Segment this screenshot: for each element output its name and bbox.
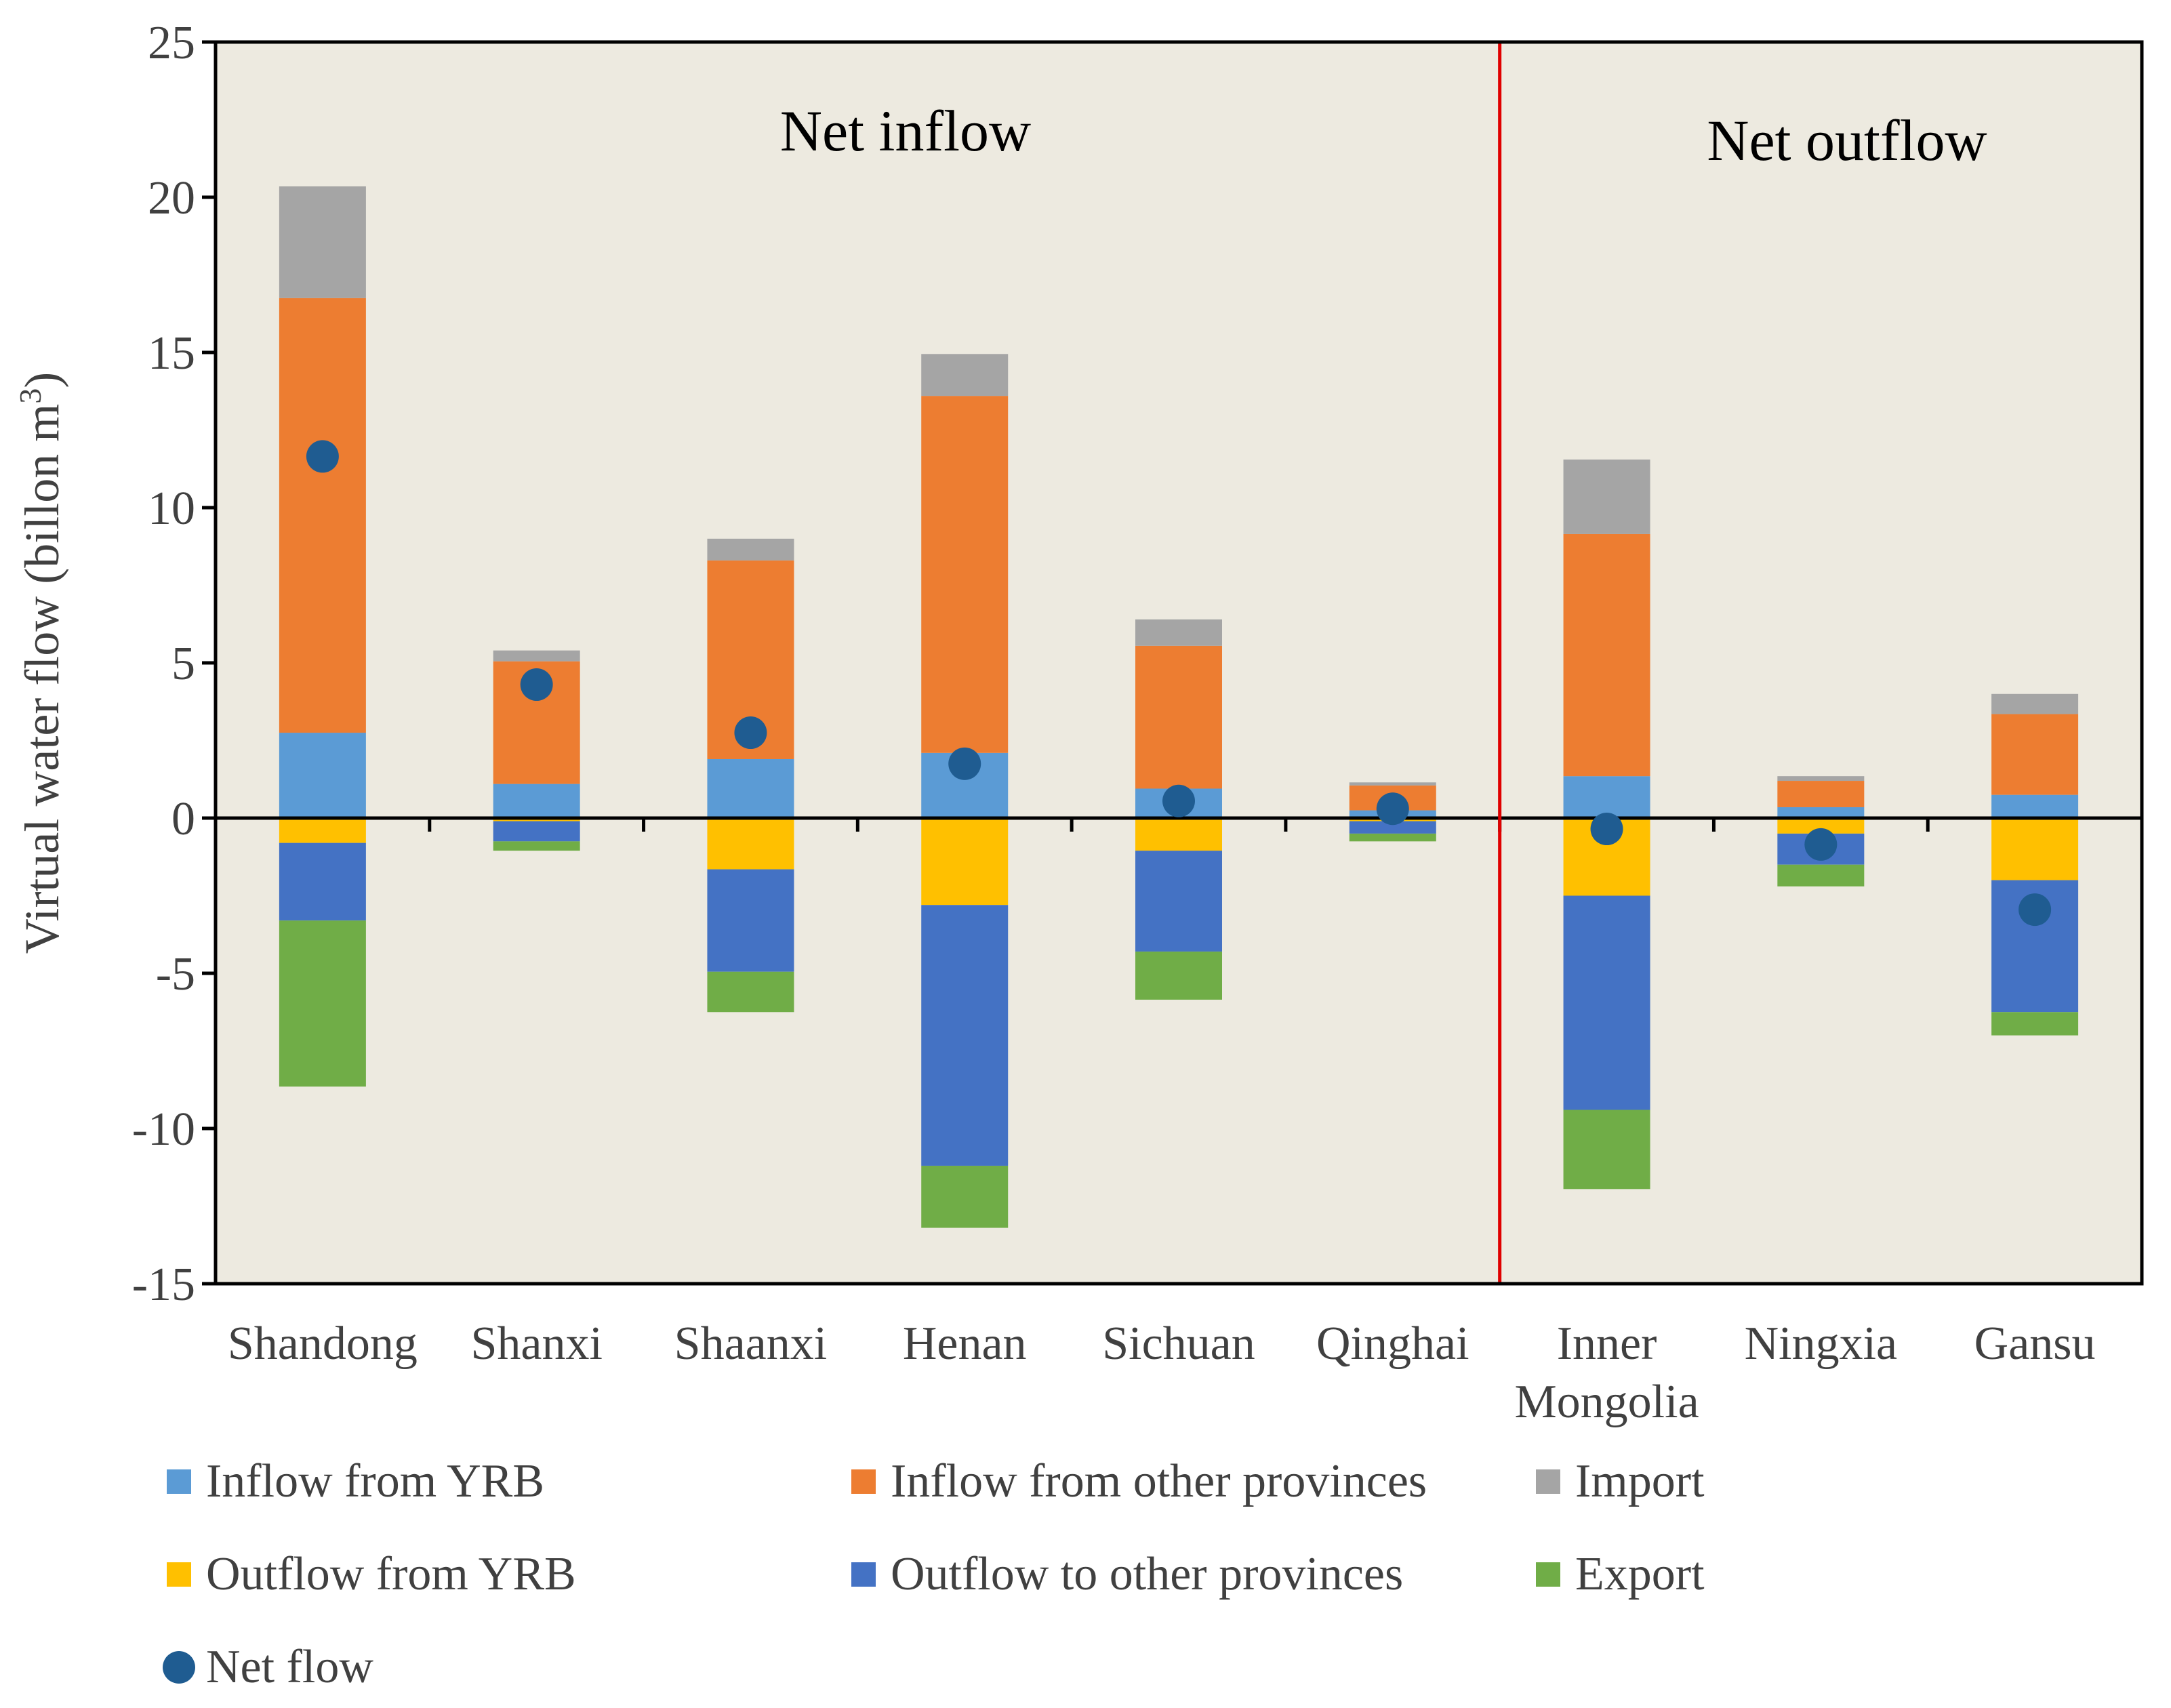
bar-import-inner-mongolia: [1563, 460, 1650, 534]
bar-import-gansu: [1991, 693, 2079, 714]
net-flow-point-henan: [948, 747, 981, 780]
y-axis-ticks: -15 -10 -5 0 5 10 15 20 25: [132, 17, 216, 1311]
y-axis-title: Virtual water flow (billon m3): [13, 372, 69, 954]
legend-label-inflow-yrb: Inflow from YRB: [206, 1455, 544, 1507]
legend-swatch-inflow-other: [851, 1469, 876, 1494]
y-tick-label: 5: [171, 638, 195, 690]
bar-outflow-other-henan: [921, 905, 1009, 1166]
bar-import-sichuan: [1135, 619, 1222, 646]
bar-export-sichuan: [1135, 951, 1222, 1000]
legend-label-inflow-other: Inflow from other provinces: [891, 1455, 1427, 1507]
bar-inflow-other-sichuan: [1135, 645, 1222, 789]
y-tick-label: 25: [148, 17, 195, 69]
x-label-ningxia: Ningxia: [1745, 1318, 1898, 1370]
bar-inflow-other-inner-mongolia: [1563, 533, 1650, 777]
net-flow-point-shandong: [306, 440, 339, 473]
bar-export-shaanxi: [707, 971, 794, 1013]
y-axis-title-end: ): [15, 372, 69, 388]
bar-export-shanxi: [493, 841, 580, 851]
bar-outflow-yrb-sichuan: [1135, 818, 1222, 851]
net-flow-point-shanxi: [520, 668, 553, 702]
net-flow-point-sichuan: [1162, 784, 1195, 817]
bar-import-qinghai: [1349, 782, 1436, 786]
legend-marker-net-flow: [163, 1651, 195, 1684]
legend-label-net-flow: Net flow: [206, 1641, 373, 1693]
legend: Inflow from YRB Inflow from other provinc…: [163, 1455, 1705, 1693]
bar-export-qinghai: [1349, 833, 1436, 842]
bar-import-henan: [921, 354, 1009, 396]
bar-inflow-yrb-inner-mongolia: [1563, 776, 1650, 818]
bar-export-ningxia: [1777, 864, 1865, 887]
x-label-inner-mongolia-line2: Mongolia: [1514, 1376, 1699, 1428]
net-flow-point-qinghai: [1376, 792, 1409, 826]
bar-outflow-yrb-henan: [921, 818, 1009, 906]
legend-label-export: Export: [1575, 1548, 1705, 1600]
bar-export-inner-mongolia: [1563, 1110, 1650, 1190]
x-label-shanxi: Shanxi: [470, 1318, 602, 1370]
bar-inflow-yrb-ningxia: [1777, 807, 1865, 818]
bar-export-henan: [921, 1165, 1009, 1228]
bar-inflow-yrb-gansu: [1991, 794, 2079, 818]
legend-swatch-outflow-yrb: [167, 1562, 191, 1587]
bar-inflow-other-ningxia: [1777, 781, 1865, 807]
bar-inflow-other-henan: [921, 396, 1009, 753]
bar-outflow-other-shaanxi: [707, 869, 794, 972]
legend-swatch-export: [1536, 1562, 1560, 1587]
legend-label-import: Import: [1575, 1455, 1705, 1507]
y-tick-label: 0: [171, 793, 195, 845]
bar-inflow-yrb-shandong: [279, 733, 366, 818]
legend-swatch-outflow-other: [851, 1562, 876, 1587]
bar-outflow-yrb-shaanxi: [707, 818, 794, 870]
x-axis-labels: Shandong Shanxi Shaanxi Henan Sichuan Qinghai…: [228, 1318, 2096, 1428]
legend-label-outflow-yrb: Outflow from YRB: [206, 1548, 576, 1600]
x-label-shaanxi: Shaanxi: [674, 1318, 828, 1370]
x-label-henan: Henan: [903, 1318, 1027, 1370]
net-flow-point-inner-mongolia: [1590, 813, 1623, 846]
net-flow-point-shaanxi: [734, 716, 767, 750]
x-label-inner-mongolia-line1: Inner: [1557, 1318, 1657, 1370]
bar-outflow-other-shandong: [279, 842, 366, 921]
y-tick-label: 10: [148, 483, 195, 535]
legend-label-outflow-other: Outflow to other provinces: [891, 1548, 1403, 1600]
bar-export-shandong: [279, 920, 366, 1087]
y-tick-label: 15: [148, 327, 195, 380]
x-label-shandong: Shandong: [228, 1318, 418, 1370]
y-axis-title-superscript: 3: [13, 388, 47, 404]
bar-inflow-other-shandong: [279, 298, 366, 733]
bar-outflow-yrb-gansu: [1991, 818, 2079, 880]
legend-swatch-import: [1536, 1469, 1560, 1494]
annotation-net-inflow: Net inflow: [780, 98, 1031, 163]
y-axis-title-main: Virtual water flow (billon m: [15, 404, 69, 954]
bar-import-shanxi: [493, 650, 580, 662]
bar-import-ningxia: [1777, 776, 1865, 781]
bar-outflow-other-sichuan: [1135, 851, 1222, 952]
y-tick-label: -15: [132, 1259, 195, 1311]
y-tick-label: -10: [132, 1103, 195, 1156]
bar-outflow-other-qinghai: [1349, 821, 1436, 834]
annotation-net-outflow: Net outflow: [1707, 108, 1987, 173]
y-tick-label: 20: [148, 172, 195, 224]
bar-import-shandong: [279, 186, 366, 298]
net-flow-point-gansu: [2018, 893, 2052, 927]
legend-swatch-inflow-yrb: [167, 1469, 191, 1494]
net-flow-point-ningxia: [1804, 828, 1838, 861]
x-label-gansu: Gansu: [1974, 1318, 2096, 1370]
bar-inflow-yrb-shaanxi: [707, 758, 794, 818]
net-flow-markers: [306, 440, 2052, 927]
bar-outflow-yrb-ningxia: [1777, 818, 1865, 834]
bar-outflow-yrb-shandong: [279, 818, 366, 843]
bar-outflow-other-inner-mongolia: [1563, 895, 1650, 1110]
bar-outflow-other-shanxi: [493, 821, 580, 842]
bar-export-gansu: [1991, 1012, 2079, 1036]
bar-inflow-other-gansu: [1991, 714, 2079, 795]
bars-layer: [279, 186, 2079, 1228]
bar-inflow-yrb-shanxi: [493, 784, 580, 818]
y-tick-label: -5: [156, 948, 195, 1000]
x-label-sichuan: Sichuan: [1102, 1318, 1255, 1370]
x-label-qinghai: Qinghai: [1316, 1318, 1469, 1370]
bar-import-shaanxi: [707, 538, 794, 561]
